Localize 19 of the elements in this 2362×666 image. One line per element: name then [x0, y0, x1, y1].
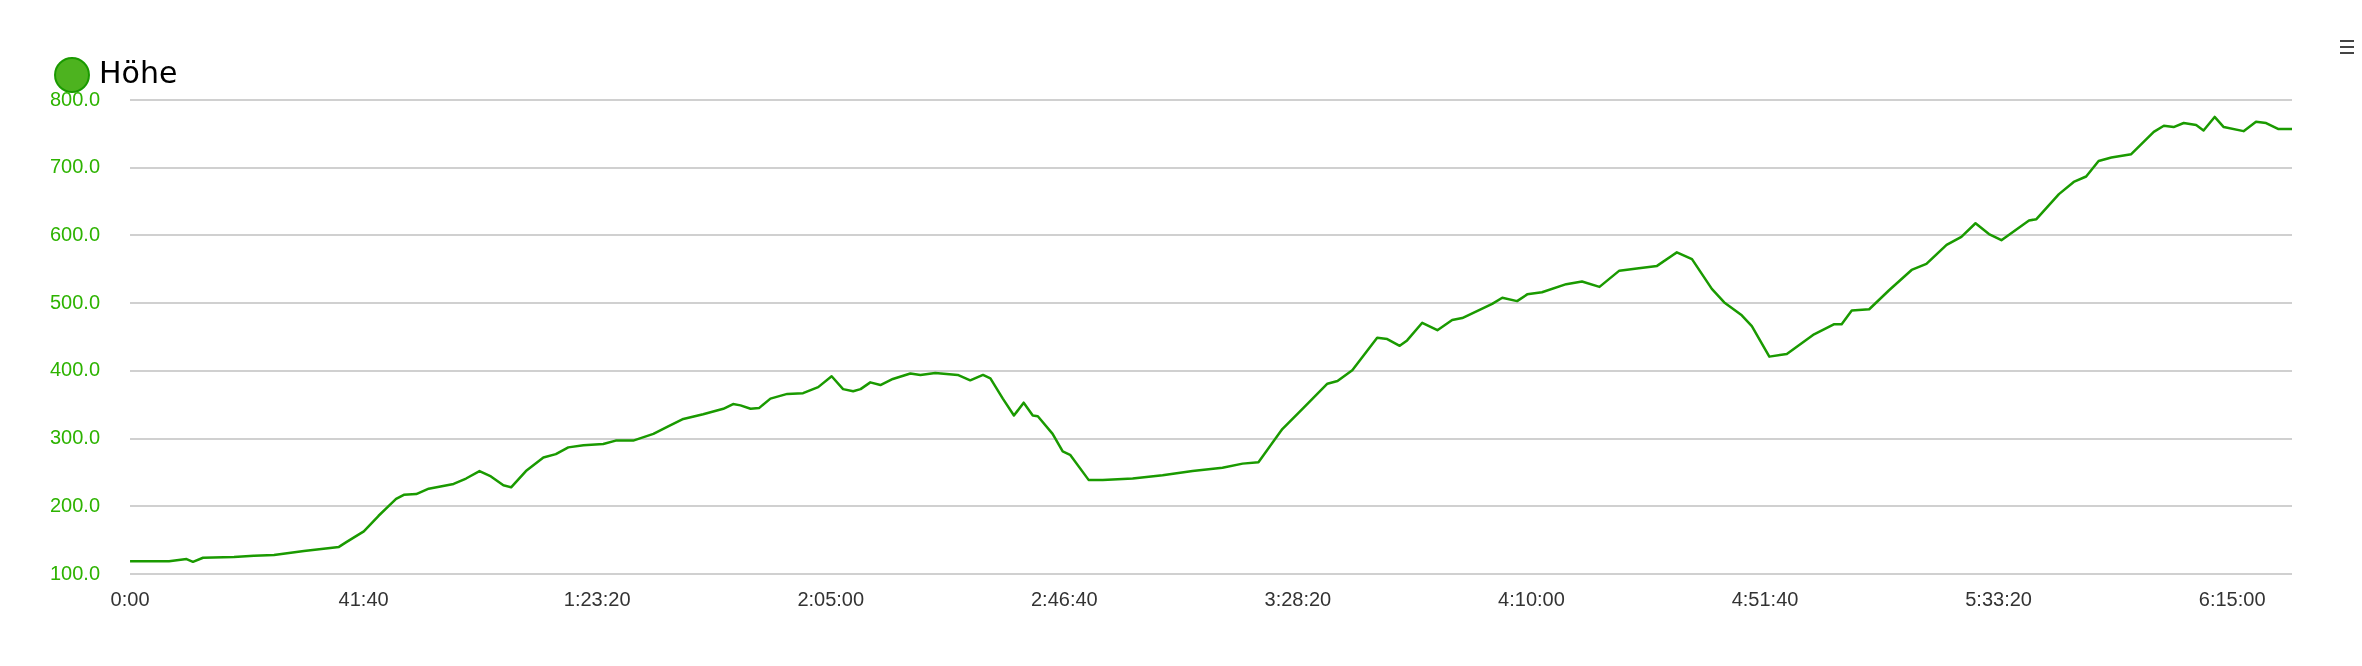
y-tick-label: 200.0 [49, 493, 101, 516]
y-tick-label: 600.0 [49, 222, 101, 245]
x-tick-label: 5:33:20 [1965, 587, 2032, 610]
x-tick-label: 2:05:00 [797, 587, 865, 610]
y-tick-label: 100.0 [49, 561, 101, 584]
y-tick-label: 300.0 [49, 426, 101, 449]
y-tick-label: 400.0 [49, 358, 101, 381]
x-tick-label: 6:15:00 [2198, 587, 2266, 610]
x-tick-label: 4:51:40 [1731, 587, 1799, 610]
y-tick-label: 500.0 [49, 290, 101, 313]
legend-label: Höhe [99, 54, 178, 90]
x-tick-label: 41:40 [338, 587, 389, 610]
x-tick-label: 0:00 [110, 587, 150, 610]
x-tick-label: 1:23:20 [563, 587, 631, 610]
y-tick-label: 700.0 [49, 155, 101, 178]
y-tick-label: 800.0 [49, 87, 101, 110]
x-tick-label: 4:10:00 [1498, 587, 1565, 610]
x-tick-label: 3:28:20 [1264, 587, 1332, 610]
x-tick-label: 2:46:40 [1030, 587, 1098, 610]
